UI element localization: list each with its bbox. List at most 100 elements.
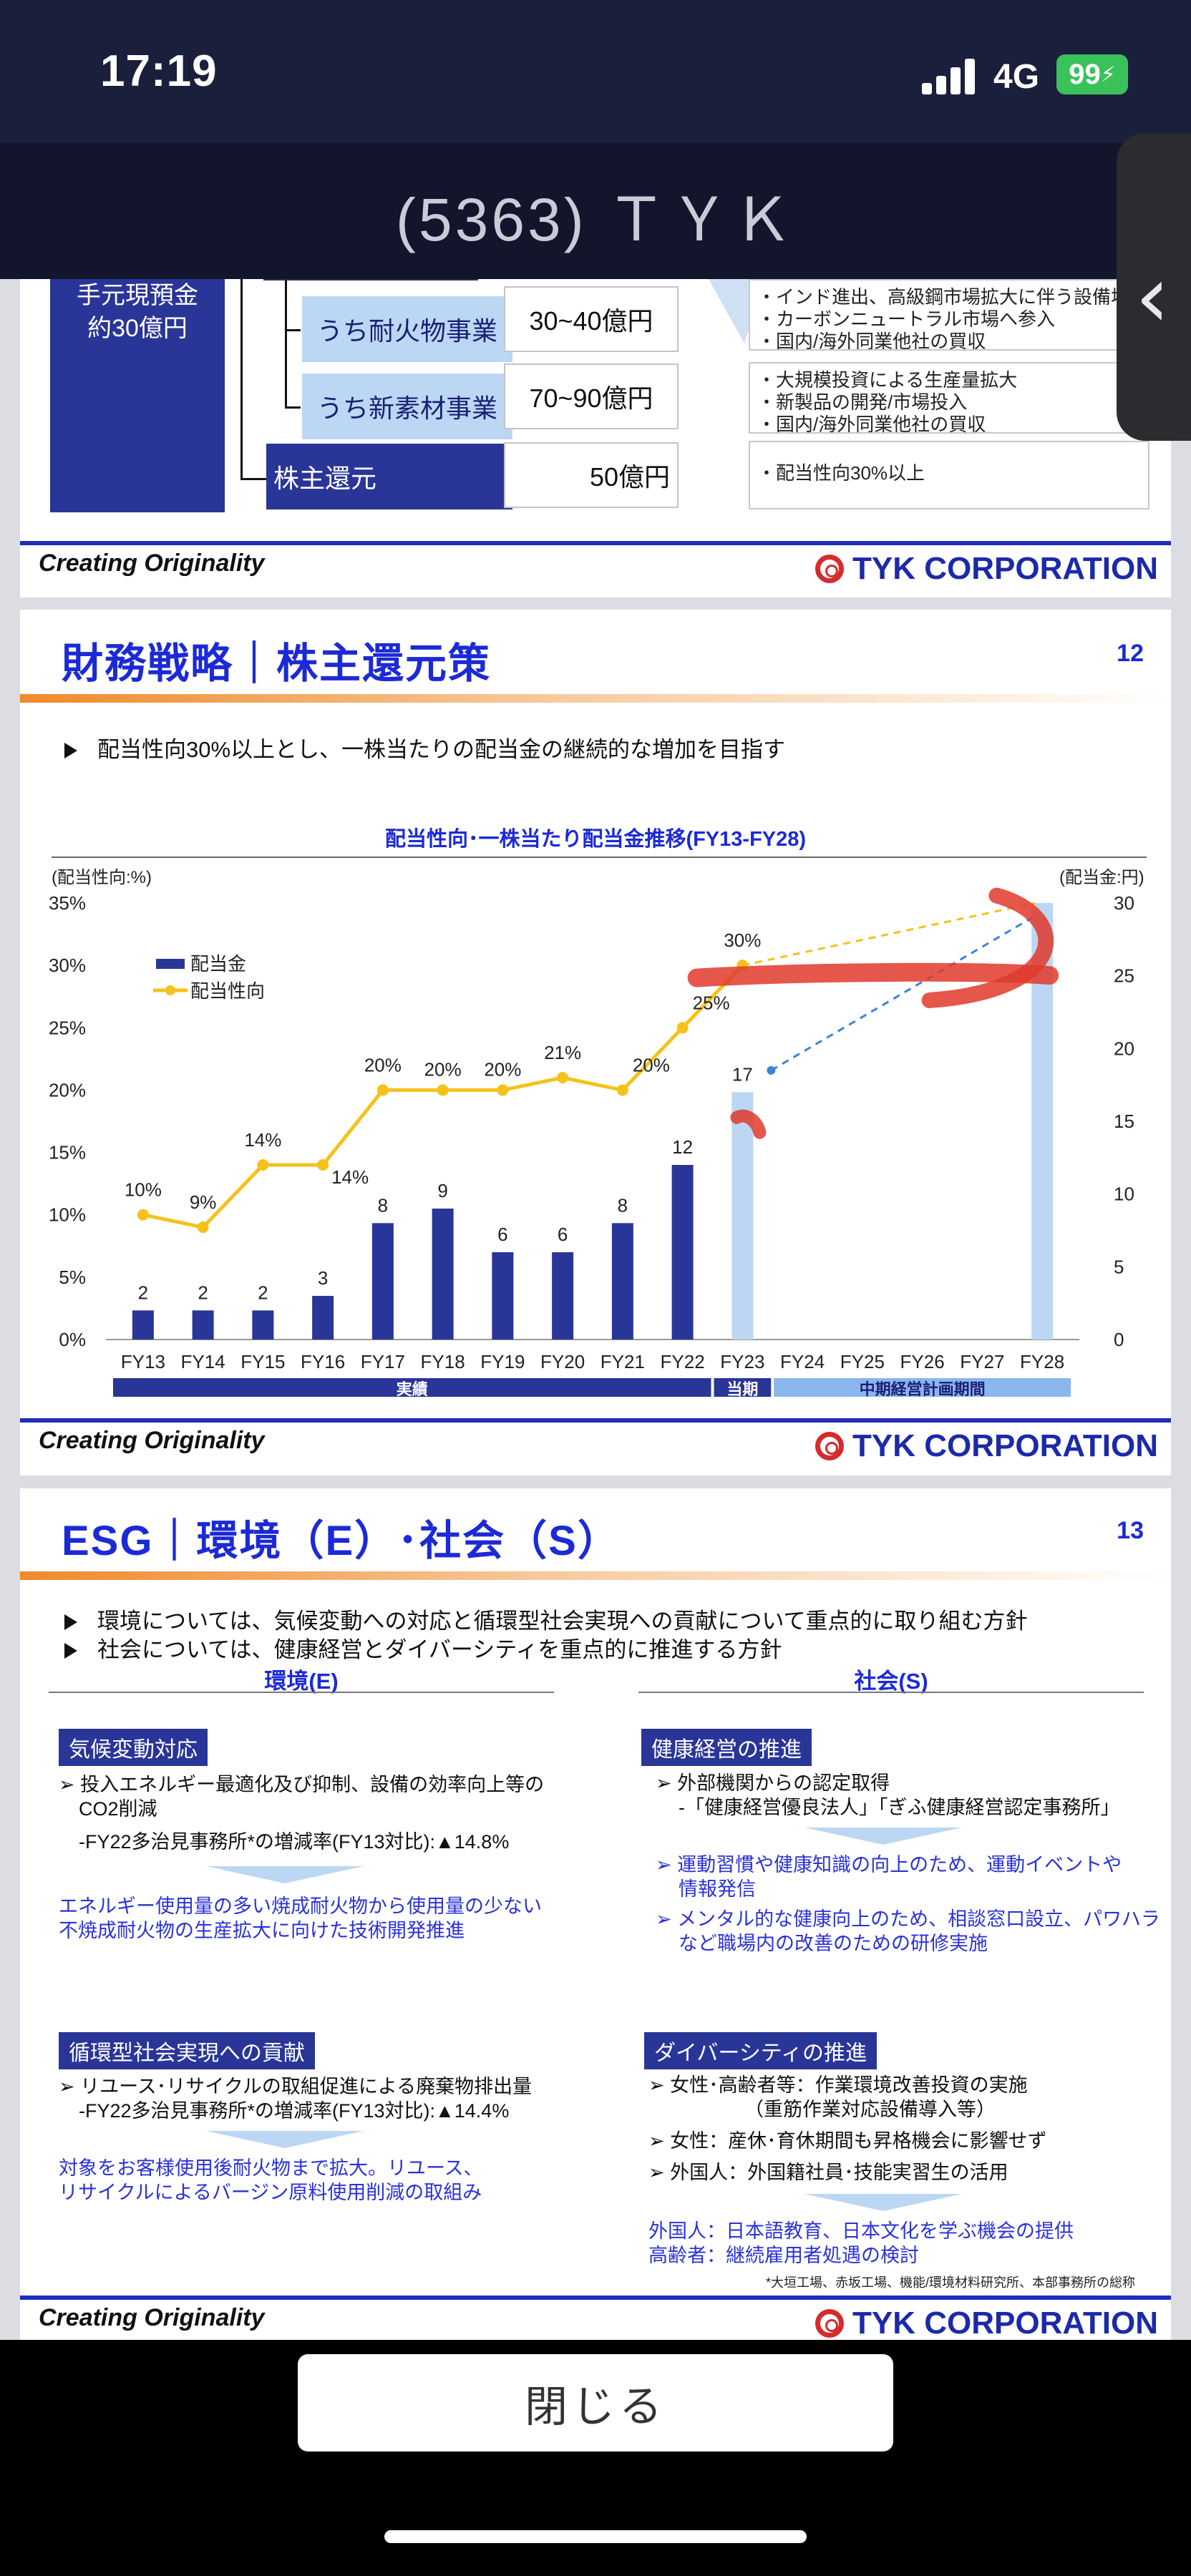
status-time: 17:19 xyxy=(100,47,218,96)
x-tick-label: FY28 xyxy=(1020,1351,1064,1372)
y-axis-left-label: (配当性向:%) xyxy=(52,868,152,887)
bullet-triangle-icon xyxy=(64,1614,77,1630)
social-section-heading: 社会(S) xyxy=(854,1669,928,1694)
section-rule xyxy=(49,1692,554,1693)
note-line: ・大規模投資による生産量拡大 xyxy=(757,369,1018,391)
legend-swatch-point xyxy=(165,985,175,995)
y-tick-left: 5% xyxy=(59,1267,86,1288)
title-rule xyxy=(20,1571,1171,1580)
payout-ratio-label: 20% xyxy=(484,1058,521,1080)
note-line: ・カーボンニュートラル市場へ参入 xyxy=(757,308,1056,330)
bar-value-label: 2 xyxy=(138,1282,148,1303)
cash-label: 手元現預金 xyxy=(77,282,198,309)
x-tick-label: FY24 xyxy=(780,1351,825,1372)
red-highlight-mark xyxy=(730,1109,767,1139)
list-item: （重筋作業対応設備導入等） xyxy=(744,2099,996,2120)
new-material-notes: ・大規模投資による生産量拡大 ・新製品の開発/市場投入 ・国内/海外同業他社の買… xyxy=(749,362,1149,434)
bullet-triangle-icon xyxy=(64,1643,77,1659)
payout-ratio-label: 14% xyxy=(244,1129,281,1151)
result-text: ➢ メンタル的な健康向上のため、相談窓口設立、パワハラ xyxy=(656,1908,1160,1930)
note-line: ・新製品の開発/市場投入 xyxy=(757,391,968,413)
cash-amount: 約30億円 xyxy=(87,315,188,342)
y-tick-left: 10% xyxy=(49,1204,86,1226)
footer-brand: TYK CORPORATION xyxy=(815,2306,1158,2340)
cash-box: 手元現預金 約30億円 xyxy=(50,279,225,512)
refractory-notes: ・インド進出、高級鋼市場拡大に伴う設備増強 ・カーボンニュートラル市場へ参入 ・… xyxy=(749,279,1149,351)
y-axis-right-label: (配当金:円) xyxy=(1059,868,1144,887)
x-tick-label: FY18 xyxy=(421,1351,465,1372)
period-band xyxy=(774,1378,1071,1397)
battery-level: 99 xyxy=(1069,58,1101,90)
payout-ratio-point xyxy=(257,1159,269,1171)
dividend-trend-start xyxy=(767,1065,776,1075)
note-line: ・配当性向30%以上 xyxy=(757,462,925,484)
x-tick-label: FY26 xyxy=(900,1351,945,1372)
period-band-label: 当期 xyxy=(726,1380,758,1397)
tree-connector xyxy=(240,279,243,479)
circular-society-tag: 循環型社会実現への貢献 xyxy=(59,2032,315,2069)
y-tick-right: 10 xyxy=(1114,1184,1134,1205)
result-text: エネルギー使用量の多い焼成耐火物から使用量の少ない xyxy=(59,1896,542,1917)
x-tick-label: FY19 xyxy=(480,1351,525,1372)
result-text: ➢ 運動習慣や健康知識の向上のため、運動イベントや xyxy=(656,1854,1122,1875)
list-item: -FY22多治見事務所*の増減率(FY13対比):▲14.8% xyxy=(79,1831,510,1853)
climate-tag: 気候変動対応 xyxy=(59,1729,208,1766)
x-tick-label: FY16 xyxy=(301,1351,345,1372)
bar-fy17 xyxy=(371,1223,394,1340)
footnote: *大垣工場、赤坂工場、機能/環境材料研究所、本部事務所の総称 xyxy=(765,2275,1135,2290)
bar-fy19 xyxy=(492,1252,514,1340)
network-type: 4G xyxy=(993,58,1040,96)
close-button[interactable]: 閉じる xyxy=(298,2354,893,2451)
new-material-business-value: 70~90億円 xyxy=(504,364,679,429)
bullet-item: 環境については、気候変動への対応と循環型社会実現への貢献について重点的に取り組む… xyxy=(64,1603,1028,1635)
bullet-triangle-icon xyxy=(64,743,77,758)
home-indicator[interactable] xyxy=(384,2530,807,2543)
bar-fy23 xyxy=(731,1092,754,1340)
tyk-logo-icon xyxy=(815,555,845,583)
bar-value-label: 17 xyxy=(732,1063,753,1085)
env-section-heading: 環境(E) xyxy=(264,1669,339,1694)
tyk-logo-icon xyxy=(815,1432,845,1460)
payout-ratio-label: 20% xyxy=(424,1058,462,1080)
bar-value-label: 6 xyxy=(558,1224,568,1245)
bullet-item: 社会については、健康経営とダイバーシティを重点的に推進する方針 xyxy=(64,1631,782,1664)
y-tick-left: 35% xyxy=(49,892,86,914)
payout-ratio-point xyxy=(197,1221,209,1234)
payout-ratio-label: 10% xyxy=(125,1179,162,1201)
payout-ratio-label: 30% xyxy=(724,930,761,951)
period-band xyxy=(714,1378,772,1397)
bar-fy22 xyxy=(671,1165,694,1340)
y-tick-left: 15% xyxy=(49,1142,86,1163)
bar-value-label: 2 xyxy=(198,1282,208,1303)
bar-value-label: 8 xyxy=(378,1194,388,1216)
y-tick-left: 25% xyxy=(49,1017,86,1038)
y-tick-right: 15 xyxy=(1114,1111,1134,1132)
page-number: 13 xyxy=(1117,1517,1144,1544)
shareholder-return-label: 株主還元 xyxy=(266,444,512,509)
x-tick-label: FY14 xyxy=(181,1351,225,1372)
new-material-business-label: うち新素材事業 xyxy=(302,374,512,439)
note-line: ・国内/海外同業他社の買収 xyxy=(757,331,986,351)
list-item: ➢ 女性･高齢者等：作業環境改善投資の実施 xyxy=(648,2074,1028,2096)
result-text: 高齢者：継続雇用者処遇の検討 xyxy=(648,2245,919,2266)
result-text: 不焼成耐火物の生産拡大に向けた技術開発推進 xyxy=(59,1920,465,1941)
note-line: ・国内/海外同業他社の買収 xyxy=(757,414,986,434)
result-text: 情報発信 xyxy=(679,1878,756,1900)
app-header xyxy=(0,143,1191,279)
back-tab[interactable]: ‹ xyxy=(1117,133,1191,441)
result-text: リサイクルによるバージン原料使用削減の取組み xyxy=(59,2182,482,2203)
down-arrow-icon xyxy=(206,2131,364,2148)
bar-fy14 xyxy=(192,1310,214,1340)
bullet-item: 配当性向30%以上とし、一株当たりの配当金の継続的な増加を目指す xyxy=(64,731,785,763)
payout-ratio-label: 20% xyxy=(633,1054,670,1075)
result-text: など職場内の改善のための研修実施 xyxy=(679,1933,988,1954)
document-viewer[interactable]: 手元現預金 約30億円 うち耐火物事業 30~40億円 うち新素材事業 70~9… xyxy=(0,279,1191,2340)
bar-fy15 xyxy=(252,1310,274,1340)
down-arrow-icon xyxy=(206,1866,364,1883)
list-item: -「健康経営優良法人」「ぎふ健康経営認定事務所」 xyxy=(679,1797,1120,1818)
footer-brand: TYK CORPORATION xyxy=(815,1428,1158,1464)
footer-brand: TYK CORPORATION xyxy=(815,551,1158,587)
x-tick-label: FY25 xyxy=(840,1351,885,1372)
payout-ratio-point xyxy=(137,1209,149,1221)
y-tick-left: 30% xyxy=(49,955,86,976)
